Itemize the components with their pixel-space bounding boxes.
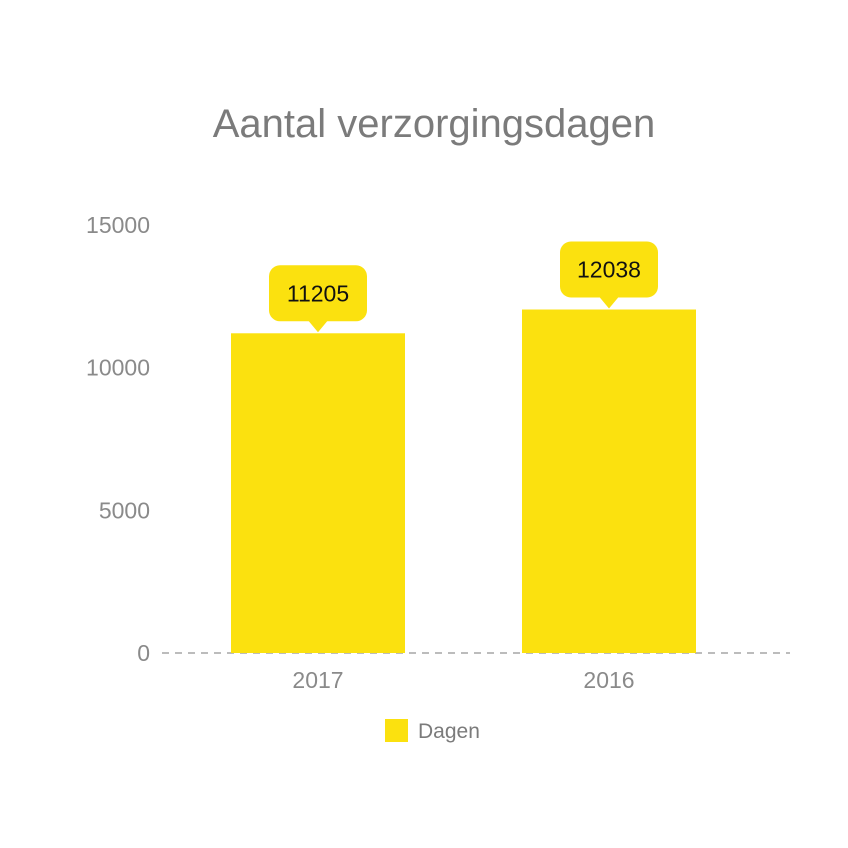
data-label: 11205: [287, 280, 349, 306]
data-label: 12038: [577, 257, 641, 283]
legend: Dagen: [385, 719, 480, 743]
data-label-callout: 12038: [560, 241, 658, 309]
chart-title: Aantal verzorgingsdagen: [213, 102, 656, 146]
y-tick-label: 0: [137, 640, 150, 666]
bar-2017[interactable]: [231, 333, 405, 653]
y-tick-label: 15000: [86, 212, 150, 238]
callout-bubble: [560, 241, 658, 298]
callout-pointer: [308, 320, 328, 333]
y-axis: 0 5000 10000 15000: [86, 212, 150, 666]
legend-label: Dagen: [418, 720, 480, 743]
bar-series: 11205 12038: [231, 241, 696, 653]
callout-bubble: [269, 265, 367, 322]
x-tick-label: 2016: [583, 667, 634, 693]
data-label-callout: 11205: [269, 265, 367, 333]
bar-2016[interactable]: [522, 309, 696, 653]
x-tick-label: 2017: [292, 667, 343, 693]
x-axis: 2017 2016: [292, 667, 634, 693]
callout-pointer: [599, 296, 619, 309]
y-tick-label: 10000: [86, 355, 150, 381]
y-tick-label: 5000: [99, 497, 150, 523]
legend-swatch: [385, 719, 408, 742]
